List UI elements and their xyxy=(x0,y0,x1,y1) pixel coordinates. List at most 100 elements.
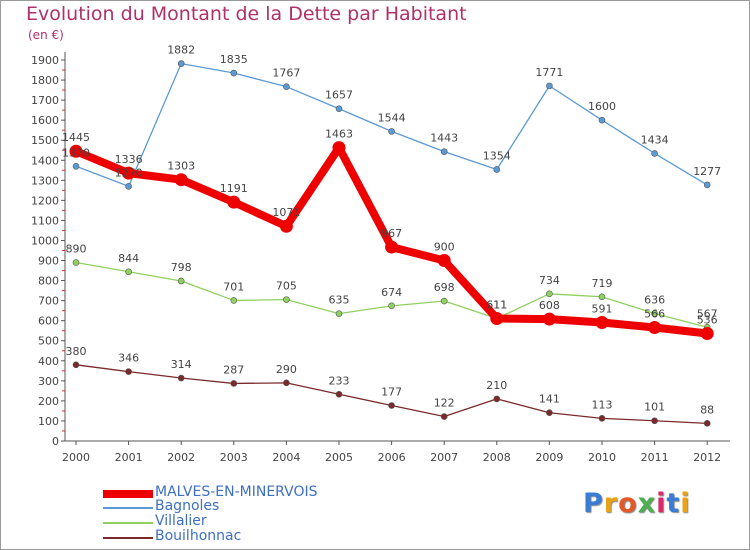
data-point-bouilhonnac xyxy=(440,413,448,420)
y-tick-label: 1200 xyxy=(31,194,59,207)
data-label-malves-en-minervois: 1303 xyxy=(167,160,195,173)
data-label-bouilhonnac: 210 xyxy=(486,379,507,392)
proxiti-logo: Proxiti xyxy=(583,488,691,519)
data-label-bouilhonnac: 287 xyxy=(223,363,244,376)
data-point-villalier xyxy=(335,310,343,317)
data-point-bouilhonnac xyxy=(283,379,290,387)
data-point-malves-en-minervois xyxy=(279,219,293,233)
y-tick-label: 0 xyxy=(52,435,59,448)
y-tick-label: 1600 xyxy=(31,114,59,127)
data-point-bagnoles xyxy=(598,116,606,124)
data-point-villalier xyxy=(230,297,238,304)
data-label-villalier: 701 xyxy=(223,280,244,293)
data-point-bagnoles xyxy=(388,128,395,135)
data-label-villalier: 734 xyxy=(539,274,560,287)
data-point-villalier xyxy=(388,302,395,310)
data-point-bouilhonnac xyxy=(230,380,238,387)
data-point-bagnoles xyxy=(283,83,290,90)
data-label-bagnoles: 1600 xyxy=(588,100,616,113)
y-tick-label: 1900 xyxy=(31,54,59,67)
data-point-malves-en-minervois xyxy=(490,311,504,325)
data-point-villalier xyxy=(546,290,553,298)
legend-label: Bagnoles xyxy=(155,498,220,514)
x-tick-label: 2008 xyxy=(483,451,511,464)
x-tick-label: 2007 xyxy=(430,451,458,464)
data-label-bagnoles: 1835 xyxy=(220,53,248,66)
data-label-villalier: 719 xyxy=(592,277,613,290)
x-tick-label: 2001 xyxy=(115,451,143,464)
y-tick-label: 1800 xyxy=(31,74,59,87)
x-tick-label: 2005 xyxy=(325,451,353,464)
data-point-malves-en-minervois xyxy=(595,315,609,329)
y-tick-label: 200 xyxy=(38,395,59,408)
y-tick-label: 900 xyxy=(38,255,59,268)
data-label-malves-en-minervois: 1071 xyxy=(272,206,300,219)
data-label-malves-en-minervois: 536 xyxy=(697,314,718,327)
data-label-bouilhonnac: 380 xyxy=(66,345,87,358)
data-label-malves-en-minervois: 900 xyxy=(434,241,455,254)
data-point-bagnoles xyxy=(230,69,238,77)
data-label-villalier: 567 xyxy=(697,307,718,320)
data-label-bagnoles: 1277 xyxy=(693,165,721,178)
y-tick-label: 700 xyxy=(38,295,59,308)
legend-label: MALVES-EN-MINERVOIS xyxy=(155,484,318,500)
data-label-villalier: 636 xyxy=(644,293,665,306)
data-point-villalier xyxy=(440,297,448,305)
data-label-bagnoles: 1544 xyxy=(378,111,406,124)
data-label-bouilhonnac: 314 xyxy=(171,358,192,371)
legend-label: Bouilhonnac xyxy=(155,528,242,544)
legend-swatch xyxy=(103,490,153,498)
data-label-bagnoles: 1771 xyxy=(535,66,563,79)
data-label-bouilhonnac: 290 xyxy=(276,363,297,376)
x-tick-label: 2011 xyxy=(641,451,669,464)
data-label-bagnoles: 1270 xyxy=(115,166,143,179)
legend-swatch xyxy=(103,522,153,524)
data-point-bouilhonnac xyxy=(703,420,711,427)
y-tick-label: 1500 xyxy=(31,134,59,147)
y-tick-label: 1400 xyxy=(31,154,59,167)
data-label-bouilhonnac: 101 xyxy=(644,401,665,414)
data-label-malves-en-minervois: 1191 xyxy=(220,182,248,195)
data-label-bagnoles: 1434 xyxy=(641,133,669,146)
data-label-bouilhonnac: 346 xyxy=(118,352,139,365)
data-point-malves-en-minervois xyxy=(69,144,83,158)
data-point-villalier xyxy=(72,259,80,266)
data-point-bouilhonnac xyxy=(598,415,606,422)
data-label-bagnoles: 1882 xyxy=(167,44,195,57)
data-point-bagnoles xyxy=(440,148,448,155)
data-point-villalier xyxy=(598,293,606,301)
y-tick-label: 400 xyxy=(38,355,59,368)
data-label-bagnoles: 1767 xyxy=(272,67,300,80)
data-point-bouilhonnac xyxy=(125,368,132,375)
data-point-bagnoles xyxy=(335,105,343,113)
data-point-bagnoles xyxy=(651,150,658,157)
data-point-bagnoles xyxy=(493,166,501,173)
data-label-villalier: 674 xyxy=(381,286,402,299)
x-tick-label: 2009 xyxy=(535,451,563,464)
y-tick-label: 500 xyxy=(38,335,59,348)
y-tick-label: 1000 xyxy=(31,234,59,247)
data-point-malves-en-minervois xyxy=(227,195,241,209)
data-point-malves-en-minervois xyxy=(648,321,662,335)
data-point-villalier xyxy=(125,268,132,276)
data-point-bagnoles xyxy=(72,162,80,170)
data-point-bouilhonnac xyxy=(335,390,343,398)
y-tick-label: 1300 xyxy=(31,174,59,187)
data-point-villalier xyxy=(177,277,185,285)
data-label-villalier: 698 xyxy=(434,281,455,294)
data-point-bouilhonnac xyxy=(651,417,658,425)
data-point-bouilhonnac xyxy=(493,395,501,403)
y-tick-label: 1100 xyxy=(31,214,59,227)
data-label-villalier: 890 xyxy=(66,243,87,256)
data-label-malves-en-minervois: 611 xyxy=(486,298,507,311)
data-point-malves-en-minervois xyxy=(332,141,346,155)
x-tick-label: 2004 xyxy=(272,451,300,464)
legend-swatch xyxy=(103,537,153,539)
data-label-bouilhonnac: 177 xyxy=(381,386,402,399)
data-label-bouilhonnac: 141 xyxy=(539,393,560,406)
data-label-malves-en-minervois: 591 xyxy=(592,302,613,315)
legend-swatch xyxy=(103,507,153,509)
data-label-malves-en-minervois: 1336 xyxy=(115,153,143,166)
